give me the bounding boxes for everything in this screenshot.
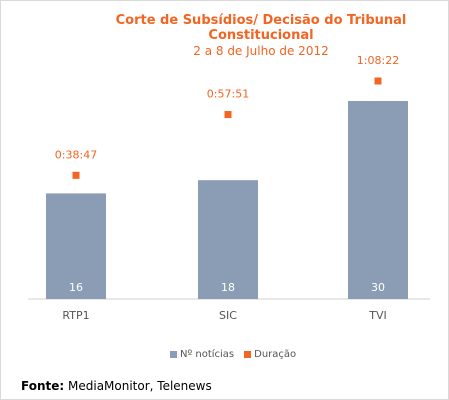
x-tick-label-sic: SIC	[219, 309, 237, 322]
bar-value-label-rtp1: 16	[69, 281, 83, 294]
chart-title: Corte de Subsídios/ Decisão do Tribunal …	[115, 13, 407, 43]
bar-value-label-sic: 18	[221, 281, 235, 294]
chart-legend: Nº notícias Duração	[170, 349, 306, 360]
legend-swatch-noticias	[170, 351, 177, 358]
bar-tvi	[348, 101, 408, 299]
legend-item-duracao: Duração	[244, 349, 296, 360]
chart-title-block: Corte de Subsídios/ Decisão do Tribunal …	[0, 13, 449, 58]
x-tick-label-tvi: TVI	[368, 309, 387, 322]
duration-point-sic	[224, 111, 232, 119]
duration-label-sic: 0:57:51	[207, 88, 249, 101]
legend-swatch-duracao	[244, 351, 252, 358]
chart-subtitle: 2 a 8 de Julho de 2012	[193, 44, 329, 58]
duration-label-rtp1: 0:38:47	[55, 148, 97, 161]
source-note: Fonte: MediaMonitor, Telenews	[21, 379, 212, 393]
bar-rtp1	[46, 193, 106, 299]
legend-label-duracao: Duração	[254, 349, 297, 360]
duration-label-tvi: 1:08:22	[357, 54, 399, 67]
legend-item-noticias: Nº notícias	[170, 349, 234, 360]
source-label: Fonte:	[21, 379, 65, 393]
legend-label-noticias: Nº notícias	[180, 349, 235, 360]
bar-value-label-tvi: 30	[371, 281, 385, 294]
x-tick-label-rtp1: RTP1	[62, 309, 89, 322]
duration-point-rtp1	[72, 171, 80, 179]
bar-sic	[198, 180, 258, 299]
duration-point-tvi	[374, 77, 382, 85]
source-text: MediaMonitor, Telenews	[68, 379, 212, 393]
